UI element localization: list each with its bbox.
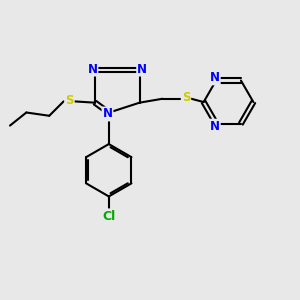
Text: N: N [137, 63, 147, 76]
Text: Cl: Cl [102, 210, 116, 223]
Text: S: S [65, 94, 74, 106]
Text: N: N [210, 71, 220, 84]
Text: N: N [87, 63, 98, 76]
Text: S: S [182, 91, 190, 104]
Text: N: N [210, 120, 220, 133]
Text: N: N [103, 107, 112, 121]
